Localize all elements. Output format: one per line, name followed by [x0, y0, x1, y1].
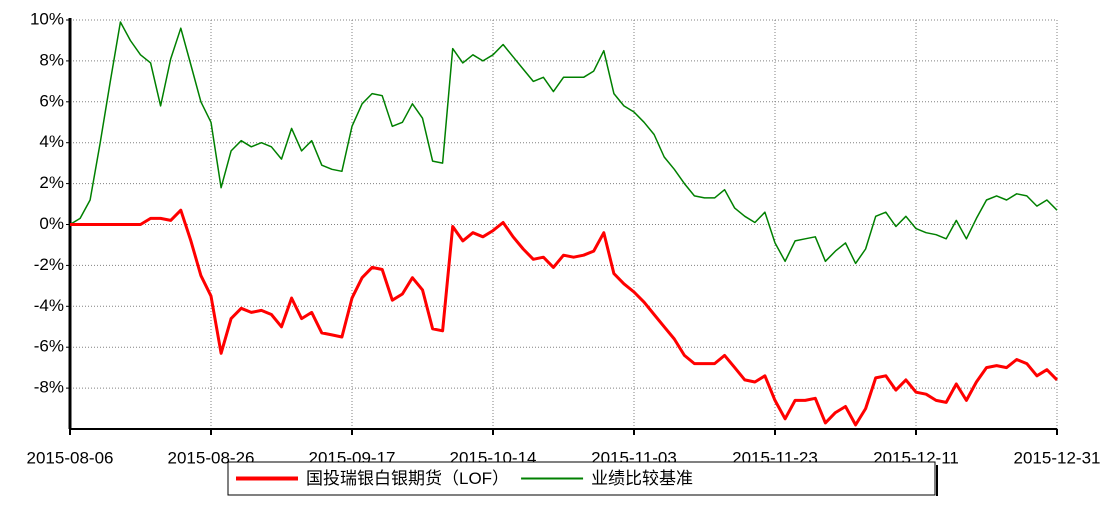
y-tick-label: 10%	[30, 9, 64, 28]
y-tick-label: -4%	[34, 296, 64, 315]
series-line	[70, 208, 1059, 427]
legend-label: 国投瑞银白银期货（LOF）	[306, 469, 509, 488]
y-tick-label: 6%	[39, 91, 64, 110]
x-tick-label: 2015-12-31	[1014, 448, 1101, 467]
legend-label: 业绩比较基准	[591, 469, 693, 488]
y-tick-label: -6%	[34, 337, 64, 356]
series-line	[69, 21, 1058, 265]
y-tick-label: -8%	[34, 378, 64, 397]
y-tick-label: 0%	[39, 214, 64, 233]
y-tick-label: 2%	[39, 173, 64, 192]
y-tick-label: 4%	[39, 132, 64, 151]
x-tick-label: 2015-08-06	[27, 448, 114, 467]
y-tick-label: 8%	[39, 50, 64, 69]
y-tick-label: -2%	[34, 255, 64, 274]
